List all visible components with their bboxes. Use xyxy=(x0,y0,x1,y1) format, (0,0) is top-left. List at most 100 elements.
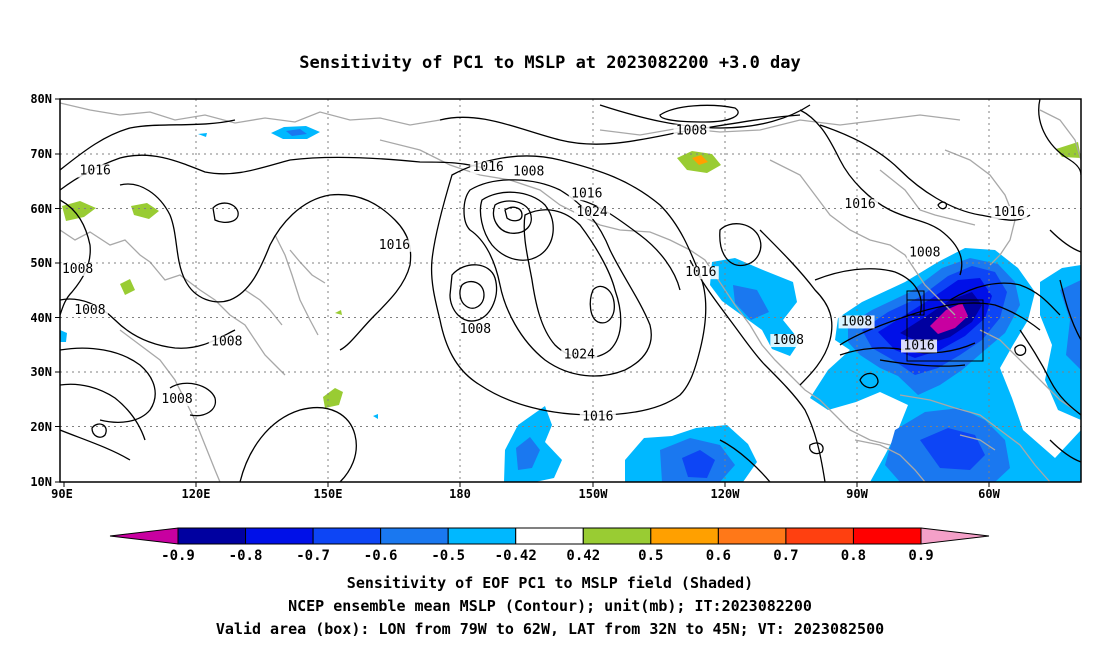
colorbar-cell xyxy=(380,527,449,545)
lat-tick-label: 50N xyxy=(30,256,52,270)
colorbar-label: 0.7 xyxy=(773,548,798,564)
contour-label: 1016 xyxy=(470,160,507,175)
contour-label-text: 1016 xyxy=(994,205,1025,220)
lon-tick-label: 90W xyxy=(846,487,868,501)
shade-positive-pacific xyxy=(323,388,343,408)
lat-tick-label: 80N xyxy=(30,92,52,106)
contour-label-text: 1016 xyxy=(571,186,602,201)
contour-label-text: 1008 xyxy=(62,262,93,277)
contour-label-text: 1016 xyxy=(473,160,504,175)
caption-line-2: NCEP ensemble mean MSLP (Contour); unit(… xyxy=(288,597,812,615)
shade-positive-canada-core xyxy=(692,155,708,165)
shade-negative-west xyxy=(60,330,67,342)
colorbar-cell xyxy=(650,527,719,545)
caption-line-1: Sensitivity of EOF PC1 to MSLP field (Sh… xyxy=(347,574,753,592)
colorbar-label: -0.8 xyxy=(229,548,263,564)
contour-label: 1008 xyxy=(673,123,710,138)
colorbar-label: -0.7 xyxy=(296,548,330,564)
shade-negative-atlantic-core xyxy=(930,303,968,334)
contour-label: 1016 xyxy=(682,265,719,280)
shade-negative-westcoast-mid xyxy=(733,285,769,320)
lon-tick-label: 120W xyxy=(711,487,741,501)
lon-tick-label: 90E xyxy=(51,487,73,501)
lat-tick-label: 70N xyxy=(30,147,52,161)
contour-label: 1008 xyxy=(906,245,943,260)
sensitivity-shading xyxy=(60,126,1081,482)
contour-label: 1008 xyxy=(838,314,875,329)
shade-positive-china xyxy=(120,279,135,295)
colorbar-cell xyxy=(515,527,584,545)
colorbar-label: 0.9 xyxy=(908,548,933,564)
shade-positive-siberia xyxy=(62,201,96,221)
contour-label: 1008 xyxy=(159,392,196,407)
colorbar-label: -0.5 xyxy=(431,548,465,564)
shade-negative-small xyxy=(198,133,207,137)
contour-label-text: 1008 xyxy=(161,392,192,407)
shade-negative-trop1-core xyxy=(516,437,540,470)
shade-positive-okhotsk xyxy=(335,310,342,315)
colorbar-cell xyxy=(582,527,652,545)
lon-tick-label: 60W xyxy=(978,487,1000,501)
contour-label: 1008 xyxy=(770,333,807,348)
contour-label-text: 1008 xyxy=(460,322,491,337)
lat-tick-label: 10N xyxy=(30,475,52,489)
contour-label: 1008 xyxy=(59,262,96,277)
lat-tick-label: 30N xyxy=(30,365,52,379)
colorbar-low-triangle xyxy=(109,527,179,545)
contour-label-text: 1016 xyxy=(582,410,613,425)
mslp-contours xyxy=(60,99,1081,482)
lon-tick-label: 150W xyxy=(579,487,609,501)
colorbar-high-triangle xyxy=(920,527,990,545)
contour-label-text: 1016 xyxy=(80,163,111,178)
valid-area-box xyxy=(906,290,984,362)
contour-label: 1008 xyxy=(71,303,108,318)
shade-negative-arctic-core xyxy=(286,129,307,136)
contour-labels: 1008 1016 1016 1008 1016 1024 1016 1016 1008 1016… xyxy=(59,123,1028,425)
map-area xyxy=(60,99,1081,482)
lon-axis: 90E 120E 150E 180 150W 120W 90W 60W xyxy=(51,482,1001,501)
colorbar: -0.9 -0.8 -0.7 -0.6 -0.5 -0.42 0.42 0.5 0.6 0.7 0.… xyxy=(109,527,990,564)
contour-label: 1024 xyxy=(561,347,598,362)
colorbar-label: 0.5 xyxy=(638,548,663,564)
colorbar-label: 0.8 xyxy=(841,548,866,564)
colorbar-cell xyxy=(312,527,382,545)
lat-axis: 80N 70N 60N 50N 40N 30N 20N 10N xyxy=(30,92,60,489)
shade-negative-east-atl-core xyxy=(1060,280,1081,370)
lon-tick-label: 150E xyxy=(314,487,343,501)
colorbar-cell xyxy=(717,527,787,545)
lat-tick-label: 20N xyxy=(30,420,52,434)
contour-label: 1016 xyxy=(842,197,879,212)
contour-label-text: 1008 xyxy=(211,335,242,350)
shade-negative-dot xyxy=(373,414,378,419)
contour-label-text: 1008 xyxy=(909,245,940,260)
colorbar-cells xyxy=(177,527,922,545)
contour-label: 1016 xyxy=(568,186,605,201)
shade-positive-mongolia xyxy=(131,203,159,219)
contour-label: 1016 xyxy=(579,410,616,425)
caption-line-3: Valid area (box): LON from 79W to 62W, L… xyxy=(216,620,884,638)
colorbar-cell xyxy=(177,527,247,545)
contour-label-text: 1024 xyxy=(576,205,607,220)
contour-label: 1016 xyxy=(376,238,413,253)
contour-label: 1016 xyxy=(901,338,938,353)
shade-negative-trop2-core xyxy=(682,450,715,478)
contour-label-text: 1024 xyxy=(564,347,595,362)
colorbar-label: -0.42 xyxy=(495,548,537,564)
contour-label: 1008 xyxy=(457,322,494,337)
colorbar-cell xyxy=(245,527,314,545)
map-frame xyxy=(59,98,1082,483)
contour-label-text: 1016 xyxy=(685,265,716,280)
contour-label-text: 1008 xyxy=(676,123,707,138)
figure-title: Sensitivity of PC1 to MSLP at 2023082200… xyxy=(299,53,801,73)
colorbar-cell xyxy=(852,527,922,545)
contour-label-text: 1016 xyxy=(379,238,410,253)
contour-label-text: 1008 xyxy=(74,303,105,318)
contour-label-text: 1008 xyxy=(841,314,872,329)
colorbar-label: -0.6 xyxy=(364,548,398,564)
lon-tick-label: 180 xyxy=(449,487,471,501)
lat-tick-label: 60N xyxy=(30,202,52,216)
lat-tick-label: 40N xyxy=(30,311,52,325)
colorbar-cell xyxy=(785,527,854,545)
contour-label: 1016 xyxy=(77,163,114,178)
